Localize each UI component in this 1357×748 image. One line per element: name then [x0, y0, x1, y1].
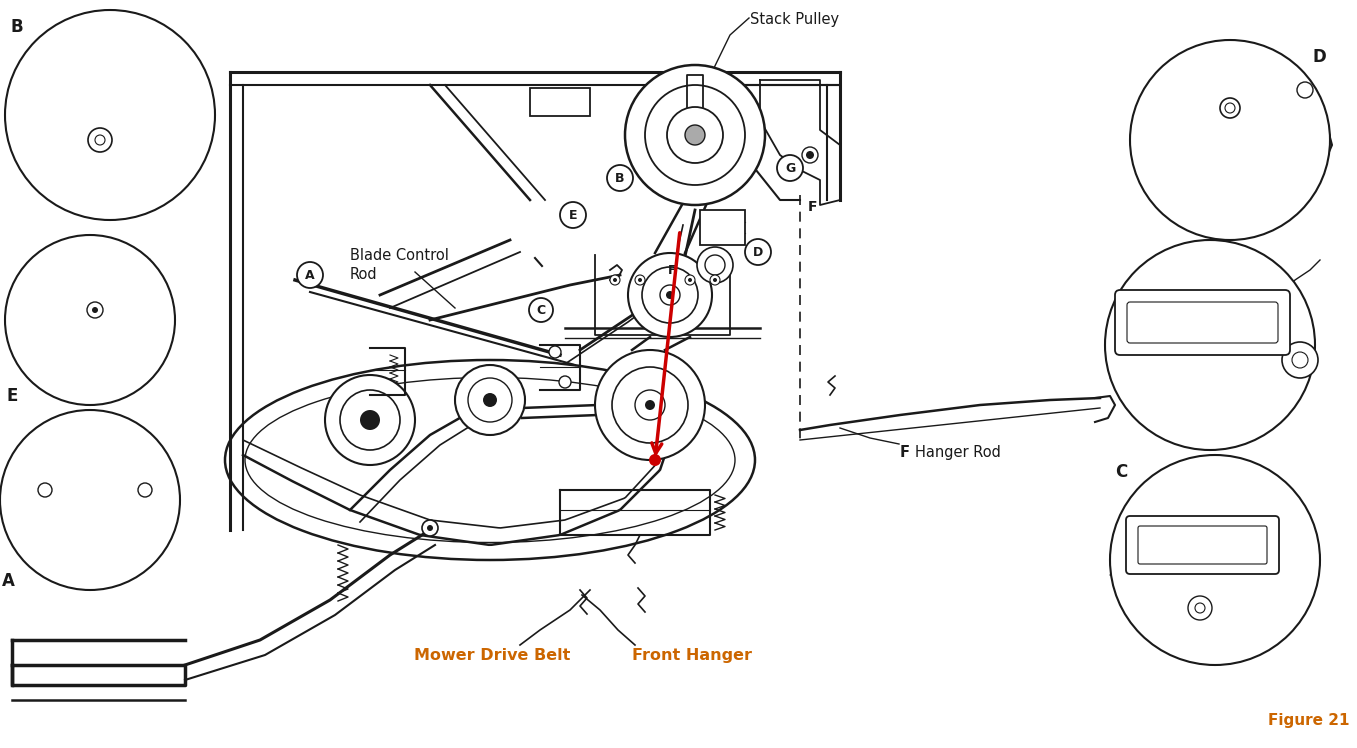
Ellipse shape	[225, 360, 754, 560]
Text: F: F	[807, 200, 817, 214]
Circle shape	[638, 278, 642, 282]
Circle shape	[612, 367, 688, 443]
Circle shape	[645, 400, 655, 410]
Circle shape	[38, 483, 52, 497]
Circle shape	[88, 128, 113, 152]
Circle shape	[560, 202, 586, 228]
Circle shape	[1292, 352, 1308, 368]
Text: F: F	[900, 445, 911, 460]
FancyBboxPatch shape	[531, 88, 590, 116]
FancyBboxPatch shape	[1126, 516, 1280, 574]
Text: A: A	[305, 269, 315, 281]
Circle shape	[422, 520, 438, 536]
Text: F: F	[668, 263, 676, 277]
Circle shape	[427, 525, 433, 531]
Circle shape	[1147, 552, 1163, 568]
Text: E: E	[7, 387, 19, 405]
Circle shape	[710, 275, 721, 285]
Circle shape	[685, 275, 695, 285]
Circle shape	[688, 278, 692, 282]
Text: D: D	[753, 245, 763, 259]
Text: C: C	[536, 304, 546, 316]
FancyBboxPatch shape	[1139, 526, 1267, 564]
Circle shape	[1110, 455, 1320, 665]
Circle shape	[1220, 98, 1240, 118]
Text: C: C	[1115, 463, 1128, 481]
Circle shape	[360, 410, 380, 430]
Circle shape	[1136, 319, 1144, 327]
Circle shape	[455, 365, 525, 435]
Circle shape	[645, 85, 745, 185]
FancyBboxPatch shape	[700, 210, 745, 245]
Circle shape	[660, 258, 684, 282]
Text: B: B	[9, 18, 23, 36]
FancyBboxPatch shape	[1115, 290, 1291, 355]
Circle shape	[95, 135, 104, 145]
Circle shape	[5, 10, 214, 220]
Circle shape	[5, 235, 175, 405]
Circle shape	[1263, 315, 1280, 331]
Circle shape	[341, 390, 400, 450]
Ellipse shape	[58, 461, 73, 470]
Circle shape	[1267, 319, 1276, 327]
Circle shape	[594, 350, 706, 460]
Text: Blade Control
Rod: Blade Control Rod	[350, 248, 449, 281]
Circle shape	[1225, 103, 1235, 113]
Text: Hanger Rod: Hanger Rod	[915, 445, 1001, 460]
Circle shape	[483, 393, 497, 407]
Ellipse shape	[41, 461, 56, 470]
Circle shape	[1282, 342, 1318, 378]
Circle shape	[685, 125, 706, 145]
Circle shape	[635, 275, 645, 285]
Circle shape	[468, 378, 512, 422]
Circle shape	[626, 65, 765, 205]
Circle shape	[1130, 40, 1330, 240]
Circle shape	[697, 247, 733, 283]
Circle shape	[806, 151, 814, 159]
Text: E: E	[569, 209, 577, 221]
Circle shape	[92, 307, 98, 313]
Circle shape	[666, 291, 674, 299]
Text: Mower Drive Belt: Mower Drive Belt	[414, 648, 570, 663]
Circle shape	[324, 375, 415, 465]
FancyBboxPatch shape	[1128, 302, 1278, 343]
Text: Stack Pulley: Stack Pulley	[750, 12, 839, 27]
Circle shape	[668, 107, 723, 163]
Circle shape	[1196, 603, 1205, 613]
Text: B: B	[615, 171, 624, 185]
Ellipse shape	[77, 461, 91, 470]
Text: Front Hanger: Front Hanger	[632, 648, 752, 663]
Circle shape	[87, 302, 103, 318]
Ellipse shape	[23, 461, 37, 470]
Circle shape	[706, 255, 725, 275]
Circle shape	[660, 285, 680, 305]
Circle shape	[1105, 240, 1315, 450]
Circle shape	[529, 298, 554, 322]
Circle shape	[745, 239, 771, 265]
Circle shape	[1132, 315, 1148, 331]
Circle shape	[778, 155, 803, 181]
Circle shape	[802, 147, 818, 163]
Text: A: A	[1, 572, 15, 590]
Text: G: G	[784, 162, 795, 174]
Text: Figure 21: Figure 21	[1269, 713, 1350, 728]
Text: D: D	[1312, 48, 1326, 66]
Circle shape	[138, 483, 152, 497]
Circle shape	[649, 454, 661, 466]
Circle shape	[642, 267, 697, 323]
Circle shape	[1187, 596, 1212, 620]
Circle shape	[607, 165, 632, 191]
Circle shape	[0, 410, 180, 590]
Circle shape	[559, 376, 571, 388]
Circle shape	[297, 262, 323, 288]
Circle shape	[712, 278, 716, 282]
Circle shape	[1297, 82, 1314, 98]
Circle shape	[613, 278, 617, 282]
Circle shape	[635, 390, 665, 420]
Circle shape	[611, 275, 620, 285]
Circle shape	[628, 253, 712, 337]
Circle shape	[550, 346, 560, 358]
